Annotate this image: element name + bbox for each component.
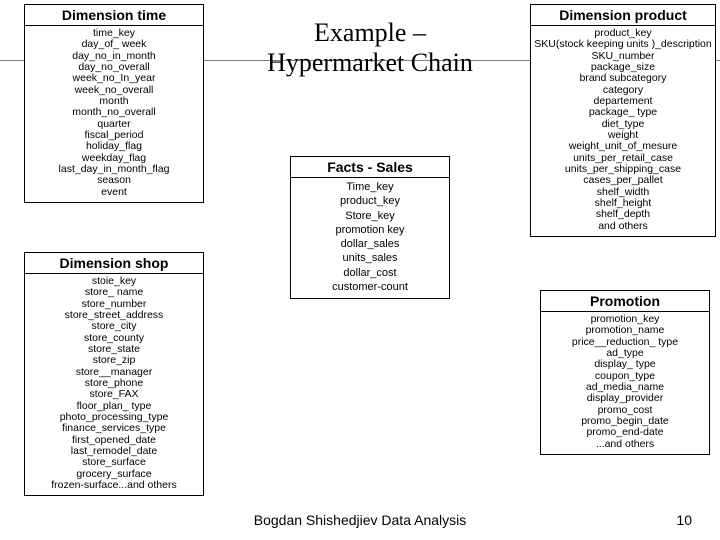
- attribute-line: product_key: [293, 194, 447, 208]
- attribute-line: holiday_flag: [27, 141, 201, 152]
- attribute-line: store_city: [27, 321, 201, 332]
- attribute-line: event: [27, 187, 201, 198]
- entity-dimension-time: Dimension time time_keyday_of_ weekday_n…: [24, 4, 204, 203]
- attribute-line: store_FAX: [27, 389, 201, 400]
- attribute-line: day_of_ week: [27, 39, 201, 50]
- attribute-line: dollar_cost: [293, 266, 447, 280]
- page-number: 10: [676, 512, 692, 528]
- attribute-line: Store_key: [293, 209, 447, 223]
- page-title: Example –Hypermarket Chain: [240, 18, 500, 78]
- entity-attributes: time_keyday_of_ weekday_no_in_monthday_n…: [25, 26, 203, 202]
- attribute-line: brand subcategory: [533, 73, 713, 84]
- attribute-line: customer-count: [293, 280, 447, 294]
- attribute-line: weight_unit_of_mesure: [533, 141, 713, 152]
- entity-heading: Facts - Sales: [291, 157, 449, 178]
- attribute-line: cases_per_pallet: [533, 175, 713, 186]
- attribute-line: and others: [533, 221, 713, 232]
- attribute-line: promo_end-date: [543, 427, 707, 438]
- attribute-line: store_surface: [27, 457, 201, 468]
- attribute-line: store_ name: [27, 287, 201, 298]
- attribute-line: display_provider: [543, 393, 707, 404]
- attribute-line: season: [27, 175, 201, 186]
- attribute-line: SKU(stock keeping units )_description: [533, 39, 713, 50]
- attribute-line: frozen-surface...and others: [27, 480, 201, 491]
- entity-heading: Dimension product: [531, 5, 715, 26]
- entity-attributes: Time_keyproduct_keyStore_keypromotion ke…: [291, 178, 449, 298]
- entity-attributes: stoie_keystore_ namestore_numberstore_st…: [25, 274, 203, 495]
- attribute-line: shelf_depth: [533, 209, 713, 220]
- attribute-line: finance_services_type: [27, 423, 201, 434]
- attribute-line: store_zip: [27, 355, 201, 366]
- entity-promotion: Promotion promotion_keypromotion_namepri…: [540, 290, 710, 455]
- attribute-line: week_no_In_year: [27, 73, 201, 84]
- entity-dimension-shop: Dimension shop stoie_keystore_ namestore…: [24, 252, 204, 496]
- entity-dimension-product: Dimension product product_keySKU(stock k…: [530, 4, 716, 237]
- footer-text: Bogdan Shishedjiev Data Analysis: [0, 512, 720, 528]
- entity-heading: Dimension time: [25, 5, 203, 26]
- entity-heading: Promotion: [541, 291, 709, 312]
- entity-heading: Dimension shop: [25, 253, 203, 274]
- attribute-line: display_ type: [543, 359, 707, 370]
- attribute-line: package_ type: [533, 107, 713, 118]
- attribute-line: ...and others: [543, 439, 707, 450]
- entity-facts-sales: Facts - Sales Time_keyproduct_keyStore_k…: [290, 156, 450, 299]
- attribute-line: Time_key: [293, 180, 447, 194]
- entity-attributes: promotion_keypromotion_nameprice__reduct…: [541, 312, 709, 454]
- attribute-line: promotion_name: [543, 325, 707, 336]
- attribute-line: units_sales: [293, 251, 447, 265]
- attribute-line: dollar_sales: [293, 237, 447, 251]
- attribute-line: month_no_overall: [27, 107, 201, 118]
- attribute-line: promotion key: [293, 223, 447, 237]
- entity-attributes: product_keySKU(stock keeping units )_des…: [531, 26, 715, 236]
